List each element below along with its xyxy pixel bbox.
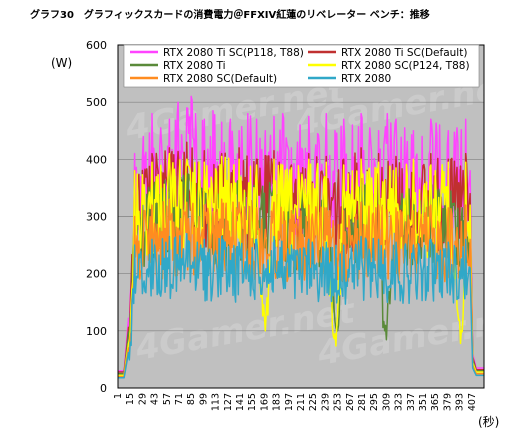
- x-tick-253: 253: [333, 393, 344, 411]
- x-tick-1: 1: [113, 393, 124, 399]
- x-tick-169: 169: [259, 393, 270, 411]
- x-tick-407: 407: [467, 393, 478, 411]
- chart-title: グラフ30 グラフィックスカードの消費電力＠FFXIV紅蓮のリベレーター ベンチ…: [30, 8, 430, 21]
- legend-label-5: RTX 2080: [341, 73, 391, 85]
- x-tick-393: 393: [455, 393, 466, 411]
- y-tick-0: 0: [100, 382, 107, 395]
- y-tick-500: 500: [86, 96, 107, 109]
- x-tick-267: 267: [345, 393, 356, 411]
- legend-label-3: RTX 2080 SC(P124, T88): [341, 60, 470, 72]
- x-tick-239: 239: [320, 393, 331, 411]
- series-line-5: [118, 232, 484, 379]
- x-tick-71: 71: [174, 393, 185, 405]
- x-tick-43: 43: [150, 393, 161, 405]
- y-tick-200: 200: [86, 268, 107, 281]
- x-tick-309: 309: [381, 393, 392, 411]
- x-tick-351: 351: [418, 393, 429, 411]
- x-tick-99: 99: [198, 393, 209, 405]
- series-line-4: [118, 198, 484, 378]
- legend-label-2: RTX 2080 Ti: [163, 60, 226, 72]
- x-tick-211: 211: [296, 393, 307, 411]
- x-tick-113: 113: [211, 393, 222, 411]
- x-tick-337: 337: [406, 393, 417, 411]
- legend-label-4: RTX 2080 SC(Default): [163, 73, 277, 85]
- y-tick-labels: 0 100 200 300 400 500 600: [86, 39, 107, 395]
- x-tick-29: 29: [137, 393, 148, 405]
- x-axis-label: (秒): [478, 415, 499, 429]
- x-tick-15: 15: [125, 393, 136, 405]
- x-tick-127: 127: [223, 393, 234, 411]
- x-tick-379: 379: [442, 393, 453, 411]
- y-axis-label: (W): [51, 56, 72, 70]
- legend-box: [123, 44, 480, 88]
- x-tick-323: 323: [394, 393, 405, 411]
- series-lines: [118, 95, 484, 379]
- legend: RTX 2080 Ti SC(P118, T88) RTX 2080 Ti SC(…: [123, 44, 480, 88]
- x-tick-141: 141: [235, 393, 246, 411]
- legend-label-1: RTX 2080 Ti SC(Default): [341, 47, 467, 59]
- x-tick-225: 225: [308, 393, 319, 411]
- x-tick-183: 183: [272, 393, 283, 411]
- x-tick-365: 365: [430, 393, 441, 411]
- y-tick-100: 100: [86, 325, 107, 338]
- x-tick-85: 85: [186, 393, 197, 405]
- x-tick-295: 295: [369, 393, 380, 411]
- legend-label-0: RTX 2080 Ti SC(P118, T88): [163, 47, 304, 59]
- x-tick-57: 57: [162, 393, 173, 405]
- x-tick-281: 281: [357, 393, 368, 411]
- y-tick-400: 400: [86, 153, 107, 166]
- y-tick-600: 600: [86, 39, 107, 52]
- x-tick-197: 197: [284, 393, 295, 411]
- x-tick-155: 155: [247, 393, 258, 411]
- x-tick-labels: 1 15 29 43 57 71 85 99 113 127 141 155 169 183 197 211 2…: [113, 393, 478, 411]
- y-tick-300: 300: [86, 211, 107, 224]
- series-line-3: [118, 152, 484, 377]
